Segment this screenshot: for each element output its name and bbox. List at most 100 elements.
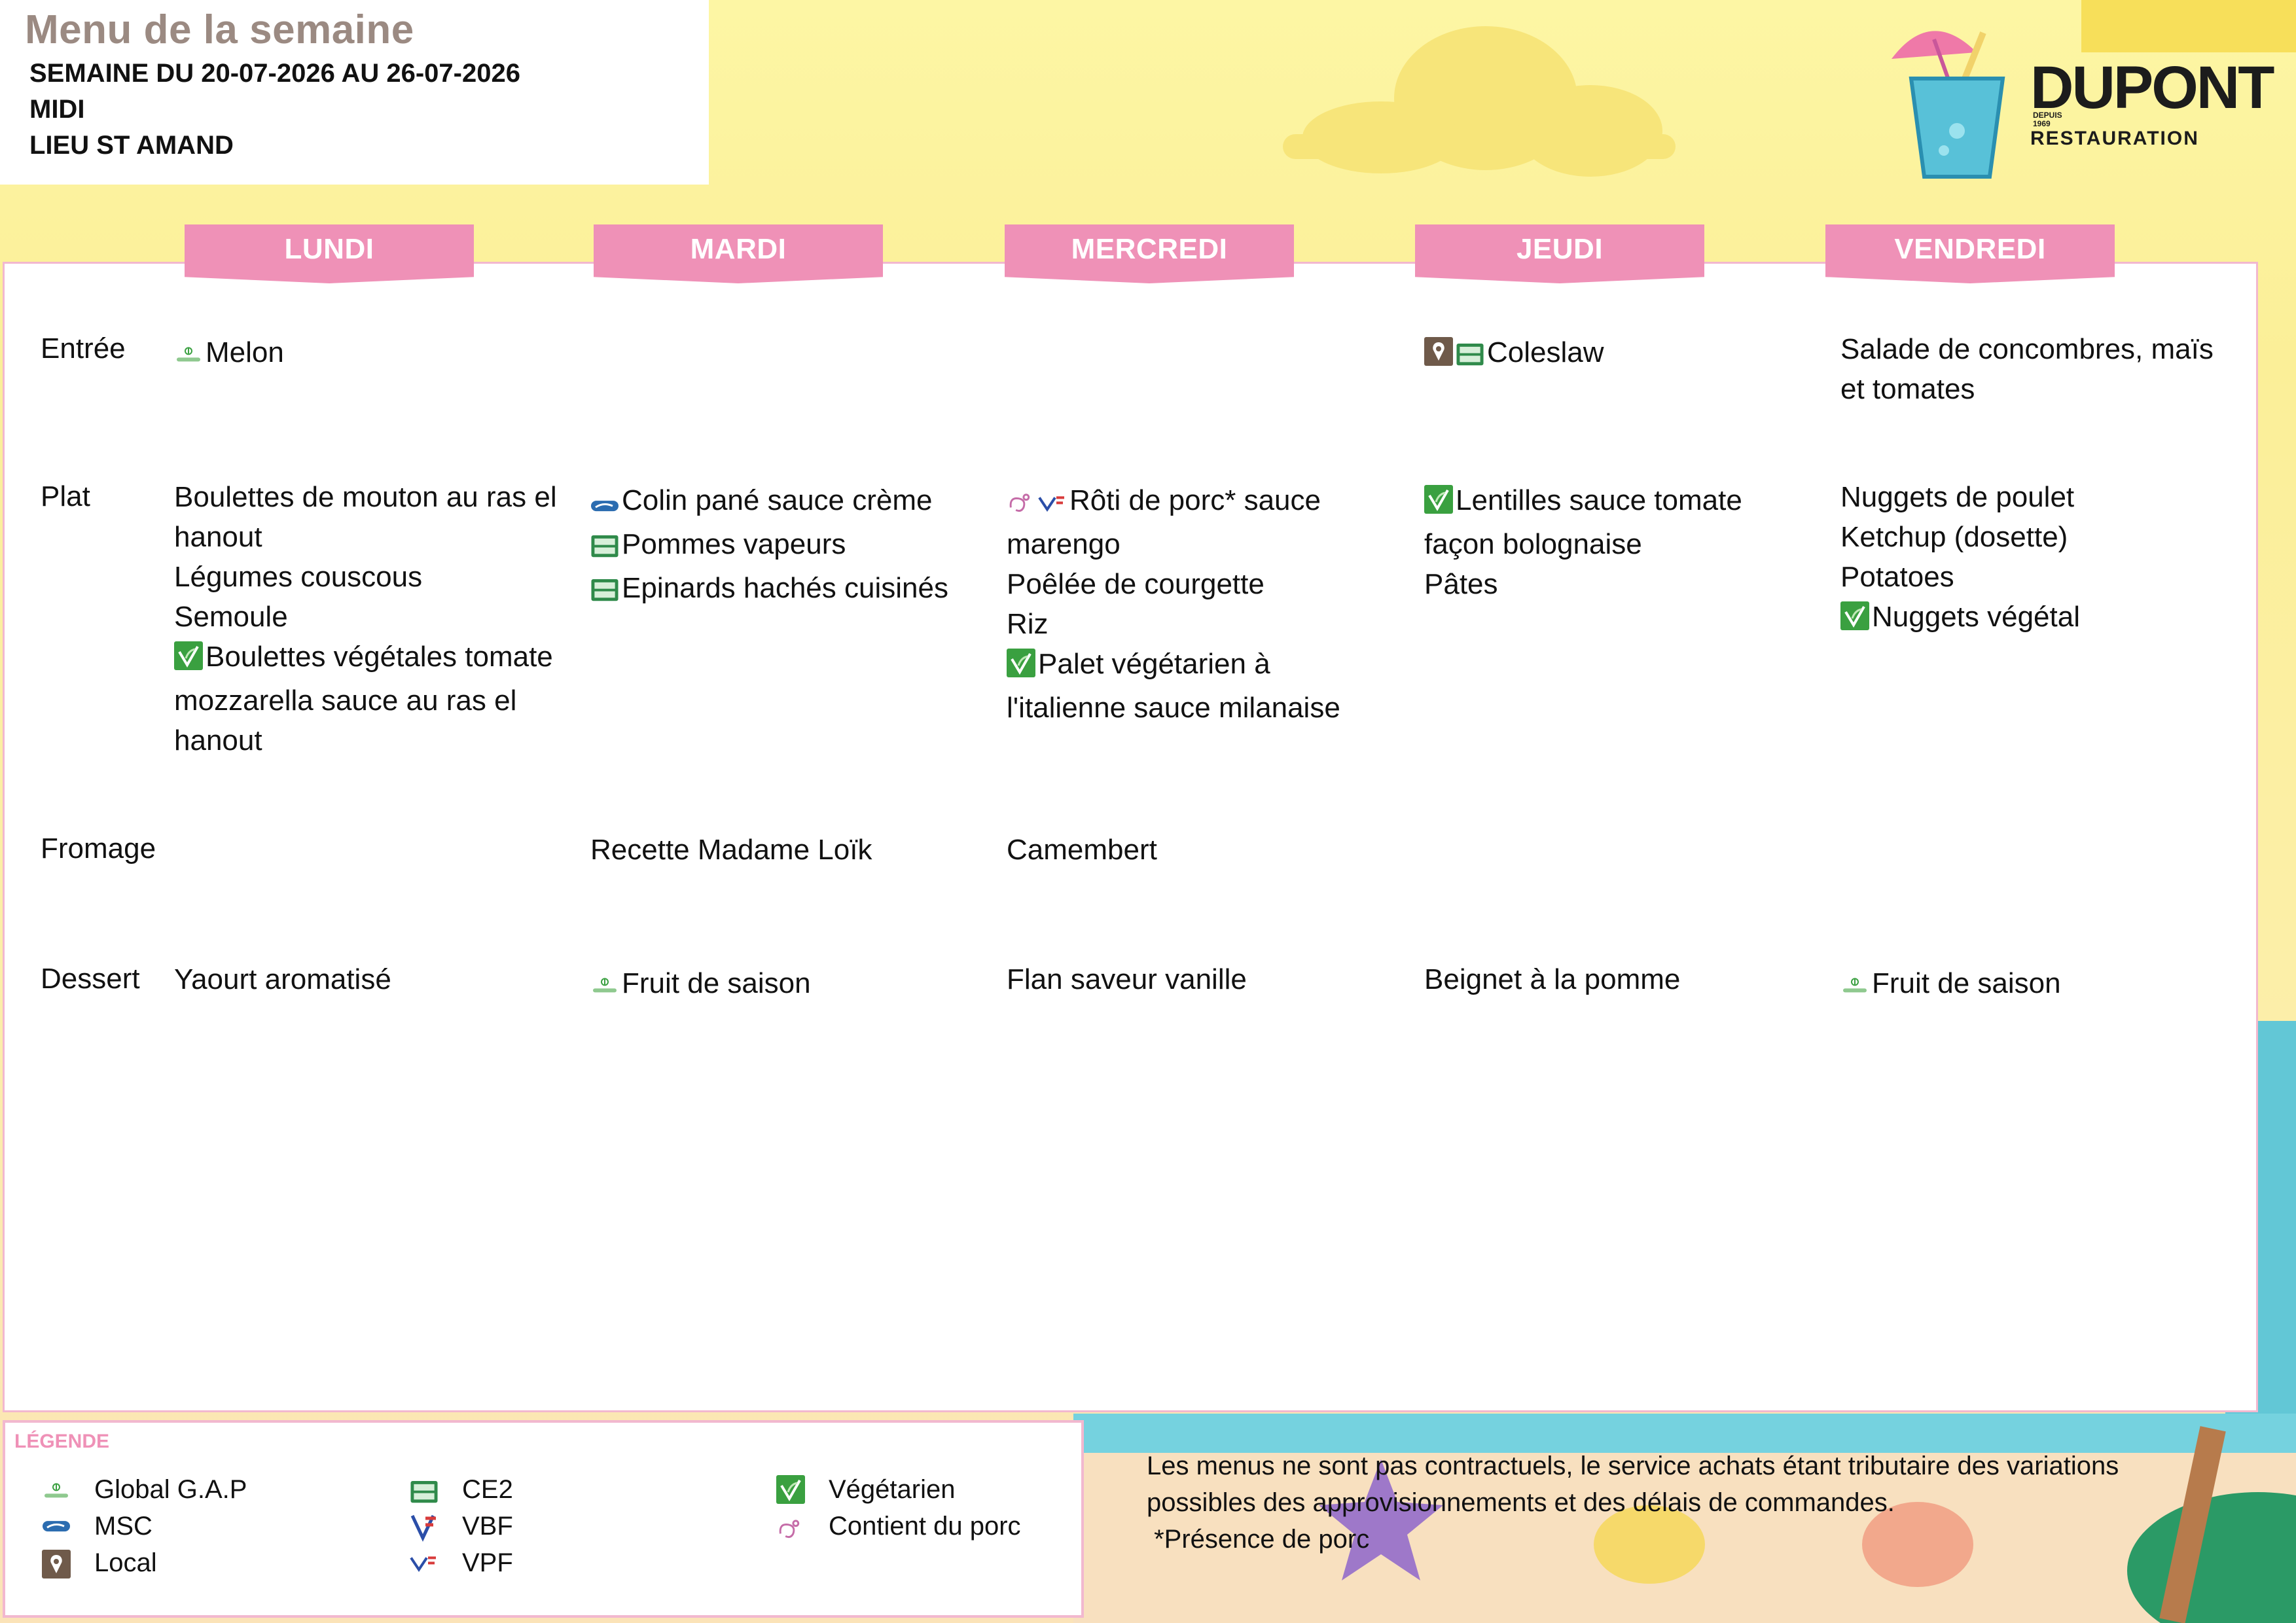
menu-item-text: hanout xyxy=(174,521,262,553)
menu-item-line: Pommes vapeurs xyxy=(590,524,996,568)
menu-item-text: Camembert xyxy=(1007,834,1157,866)
menu-item-text: Boulettes de mouton au ras el xyxy=(174,481,557,513)
legend-label-local: Local xyxy=(94,1548,157,1577)
menu-item-line: Recette Madame Loïk xyxy=(590,830,996,870)
menu-item-text: Flan saveur vanille xyxy=(1007,963,1247,995)
menu-item-line: Salade de concombres, maïs xyxy=(1840,329,2266,369)
menu-item-text: Nuggets de poulet xyxy=(1840,481,2075,513)
menu-item-text: façon bolognaise xyxy=(1424,528,1642,560)
legend-vbf-icon xyxy=(410,1513,439,1545)
menu-table xyxy=(3,262,2258,1412)
legend-local-icon xyxy=(42,1550,71,1582)
menu-item-text: Beignet à la pomme xyxy=(1424,963,1681,995)
menu-item-line: Boulettes végétales tomate xyxy=(174,637,580,681)
menu-item-line: Flan saveur vanille xyxy=(1007,959,1412,999)
cell-fromage-mercredi: Camembert xyxy=(1007,830,1412,870)
menu-item-text: Légumes couscous xyxy=(174,561,423,593)
cell-entree-vendredi: Salade de concombres, maïs et tomates xyxy=(1840,329,2266,409)
legend-label-vbf: VBF xyxy=(462,1512,513,1541)
disclaimer-line-3: *Présence de porc xyxy=(1147,1525,1370,1554)
menu-item-line: Riz xyxy=(1007,604,1412,644)
ce2-icon xyxy=(590,572,619,612)
legend-panel: LÉGENDE Global G.A.P MSC Local CE2 VBF V… xyxy=(3,1420,1084,1618)
menu-item-line: Beignet à la pomme xyxy=(1424,959,1830,999)
day-header-mercredi: MERCREDI xyxy=(1005,224,1294,274)
menu-item-line: Pâtes xyxy=(1424,564,1830,604)
menu-item-line: Poêlée de courgette xyxy=(1007,564,1412,604)
menu-item-text: Lentilles sauce tomate xyxy=(1456,484,1742,516)
porc-icon xyxy=(1007,484,1035,524)
legend-title: LÉGENDE xyxy=(14,1431,110,1452)
vegetarien-icon xyxy=(1840,601,1869,641)
vpf-icon xyxy=(1038,484,1067,524)
disclaimer-line-1: Les menus ne sont pas contractuels, le s… xyxy=(1147,1452,2119,1480)
globalgap-icon xyxy=(174,336,203,376)
menu-item-line: Nuggets végétal xyxy=(1840,597,2246,641)
cell-plat-mardi: Colin pané sauce crème Pommes vapeurs Epin… xyxy=(590,480,996,612)
logo-brand-top: DUPONT xyxy=(2030,54,2274,121)
local-icon xyxy=(1424,336,1453,376)
location: LIEU ST AMAND xyxy=(29,131,234,160)
menu-item-line: Fruit de saison xyxy=(590,963,996,1007)
legend-msc-icon xyxy=(42,1518,71,1537)
menu-item-text: Nuggets végétal xyxy=(1872,601,2080,633)
cell-plat-mercredi: Rôti de porc* sauce marengo Poêlée de cour… xyxy=(1007,480,1412,728)
menu-item-text: Coleslaw xyxy=(1487,336,1604,368)
menu-item-line: Légumes couscous xyxy=(174,557,580,597)
logo-since: DEPUIS 1969 xyxy=(2033,111,2062,128)
cell-dessert-vendredi: Fruit de saison xyxy=(1840,963,2246,1007)
menu-item-text: Palet végétarien à xyxy=(1038,648,1270,680)
legend-label-porc: Contient du porc xyxy=(829,1512,1021,1541)
menu-item-text: Colin pané sauce crème xyxy=(622,484,933,516)
menu-item-line: Colin pané sauce crème xyxy=(590,480,996,524)
menu-item-text: Rôti de porc* sauce xyxy=(1069,484,1321,516)
menu-item-text: Melon xyxy=(206,336,284,368)
cell-dessert-jeudi: Beignet à la pomme xyxy=(1424,959,1830,999)
disclaimer-line-2: possibles des approvisionnements et des … xyxy=(1147,1488,1895,1517)
menu-item-line: Ketchup (dosette) xyxy=(1840,517,2246,557)
category-plat: Plat xyxy=(41,480,90,512)
menu-item-line: et tomates xyxy=(1840,369,2266,409)
menu-item-line: Camembert xyxy=(1007,830,1412,870)
ce2-icon xyxy=(590,528,619,568)
menu-item-text: marengo xyxy=(1007,528,1121,560)
meal-service: MIDI xyxy=(29,95,85,124)
menu-item-line: mozzarella sauce au ras el xyxy=(174,681,580,721)
menu-item-line: hanout xyxy=(174,721,580,760)
cell-plat-vendredi: Nuggets de poulet Ketchup (dosette) Potato… xyxy=(1840,477,2246,641)
legend-label-msc: MSC xyxy=(94,1512,152,1541)
legend-vegetarien-icon xyxy=(776,1475,805,1507)
menu-item-text: Riz xyxy=(1007,608,1049,640)
legend-globalgap-icon xyxy=(42,1482,71,1505)
menu-item-line: Nuggets de poulet xyxy=(1840,477,2246,517)
disclaimer-text: Les menus ne sont pas contractuels, le s… xyxy=(1147,1448,2181,1558)
menu-item-line: l'italienne sauce milanaise xyxy=(1007,688,1412,728)
menu-item-text: Salade de concombres, maïs xyxy=(1840,333,2214,365)
legend-label-ce2: CE2 xyxy=(462,1475,513,1504)
category-dessert: Dessert xyxy=(41,963,140,995)
menu-item-line: façon bolognaise xyxy=(1424,524,1830,564)
legend-label-vpf: VPF xyxy=(462,1548,513,1577)
menu-item-text: Boulettes végétales tomate xyxy=(206,641,553,673)
page-title: Menu de la semaine xyxy=(25,7,414,52)
globalgap-icon xyxy=(590,967,619,1007)
menu-item-line: Lentilles sauce tomate xyxy=(1424,480,1830,524)
menu-item-text: Pâtes xyxy=(1424,568,1498,600)
category-fromage: Fromage xyxy=(41,832,156,865)
week-range: SEMAINE DU 20-07-2026 AU 26-07-2026 xyxy=(29,59,520,88)
cell-dessert-mardi: Fruit de saison xyxy=(590,963,996,1007)
menu-item-text: et tomates xyxy=(1840,373,1975,405)
menu-item-text: Pommes vapeurs xyxy=(622,528,846,560)
cloud-decoration xyxy=(1283,26,1676,177)
ce2-icon xyxy=(1456,336,1484,376)
dupont-restauration-logo: DUPONT DEPUIS 1969 RESTAURATION xyxy=(1885,13,2274,183)
menu-item-line: Potatoes xyxy=(1840,557,2246,597)
day-header-jeudi: JEUDI xyxy=(1415,224,1704,274)
cell-dessert-mercredi: Flan saveur vanille xyxy=(1007,959,1412,999)
menu-item-line: Epinards hachés cuisinés xyxy=(590,568,996,612)
menu-item-line: Yaourt aromatisé xyxy=(174,959,580,999)
globalgap-icon xyxy=(1840,967,1869,1007)
day-header-vendredi: VENDREDI xyxy=(1825,224,2115,274)
legend-porc-icon xyxy=(776,1517,805,1543)
menu-item-text: Yaourt aromatisé xyxy=(174,963,391,995)
